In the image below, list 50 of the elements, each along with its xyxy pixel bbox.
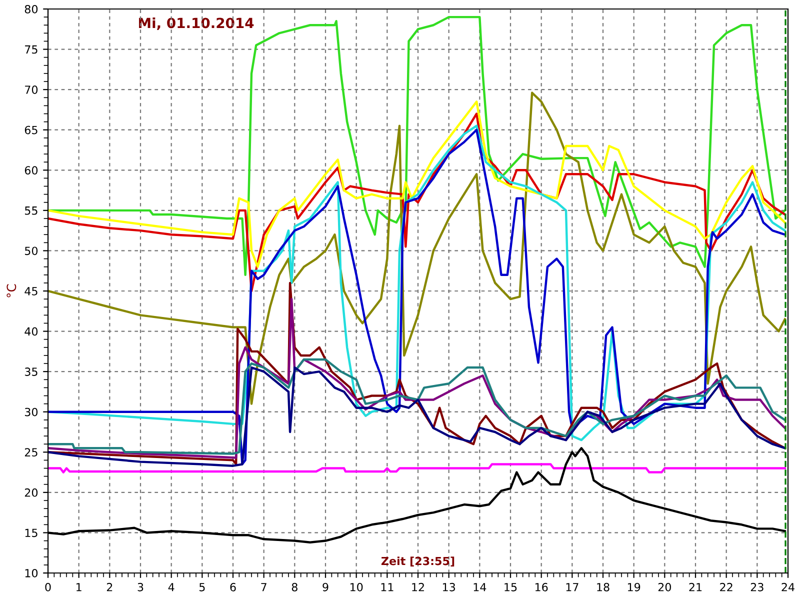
y-tick-label: 50 [24, 246, 38, 256]
line-series [48, 112, 786, 292]
y-tick-label: 65 [24, 126, 38, 134]
line-series [48, 463, 786, 474]
y-tick-label: 40 [24, 327, 38, 336]
x-tick-label: 18 [597, 582, 610, 592]
line-series [48, 100, 786, 268]
y-tick-label: 45 [24, 287, 38, 296]
x-tick-label: 6 [230, 582, 236, 592]
y-tick-label: 20 [24, 488, 38, 497]
x-tick-label: 21 [689, 582, 702, 592]
line-series [48, 16, 786, 276]
y-tick-label: 75 [25, 45, 38, 54]
text: Mi, 01.10.2014 [139, 17, 254, 30]
y-tick-label: 55 [24, 206, 38, 215]
y-tick-label: 30 [24, 408, 38, 416]
x-tick-label: 13 [442, 582, 456, 592]
y-tick-label: 25 [24, 448, 38, 457]
x-tick-label: 23 [750, 582, 764, 592]
x-tick-label: 1 [76, 583, 82, 592]
x-tick-label: 16 [535, 582, 548, 592]
x-tick-label: 7 [261, 583, 266, 592]
x-tick-label: 15 [504, 583, 517, 592]
y-tick-label: 70 [25, 86, 38, 94]
x-tick-label: 5 [199, 583, 205, 592]
x-tick-label: 12 [412, 582, 424, 592]
y-tick-label: 10 [25, 568, 38, 578]
x-tick-label: 3 [138, 582, 144, 592]
x-tick-label: 22 [720, 582, 732, 592]
x-tick-label: 4 [168, 583, 174, 592]
x-tick-label: 19 [628, 582, 640, 592]
x-tick-label: 8 [292, 582, 298, 592]
x-axis-title: Zeit [23:55] [381, 556, 454, 567]
y-tick-label: 80 [24, 4, 38, 14]
y-axis-title: °C [6, 284, 16, 298]
y-tick-label: 35 [24, 368, 38, 376]
x-tick-label: 2 [106, 582, 112, 592]
x-tick-label: 17 [566, 583, 578, 592]
x-tick-label: 10 [350, 582, 363, 592]
x-tick-label: 24 [782, 582, 794, 592]
line-series [48, 92, 786, 405]
x-tick-label: 14 [474, 583, 486, 592]
x-tick-label: 9 [322, 582, 328, 592]
line-series [48, 366, 786, 467]
x-tick-label: 11 [381, 583, 394, 592]
x-tick-label: 20 [658, 582, 671, 592]
line-series [48, 358, 786, 455]
y-tick-label: 60 [24, 166, 38, 175]
y-tick-label: 15 [25, 528, 38, 538]
x-tick-label: 0 [45, 582, 51, 592]
